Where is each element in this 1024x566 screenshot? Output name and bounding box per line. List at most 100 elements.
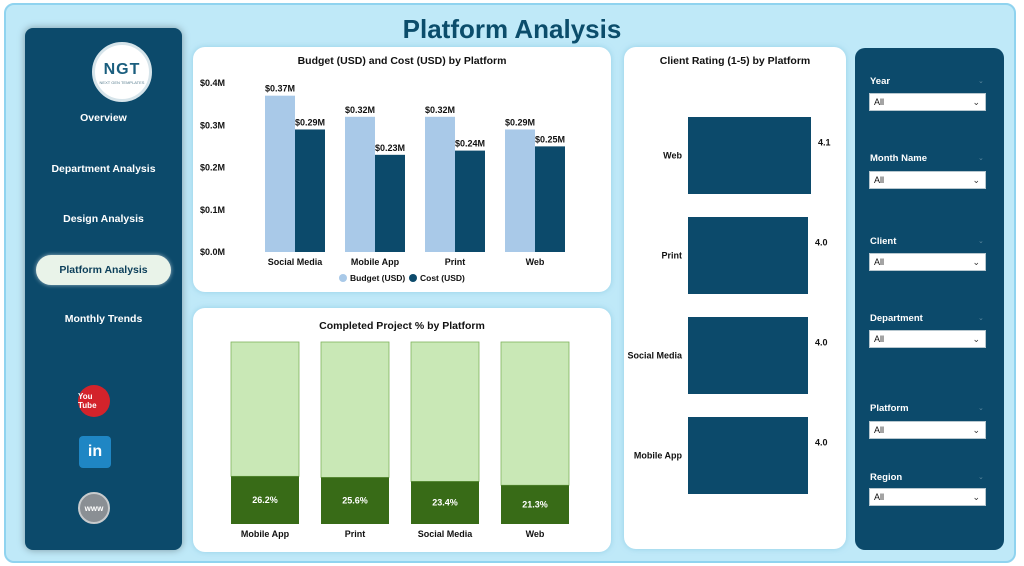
data-label: $0.25M	[535, 134, 565, 144]
budget-cost-chart-card: Budget (USD) and Cost (USD) by Platform …	[193, 47, 611, 292]
filter-month-select[interactable]: All ⌄	[869, 171, 986, 189]
bar-budget	[505, 129, 535, 252]
logo: NGT NEXT GEN TEMPLATES	[92, 42, 152, 102]
filter-department-label: Department	[870, 313, 923, 324]
data-label: 23.4%	[432, 498, 458, 508]
bar-cost	[295, 129, 325, 252]
x-tick-label: Print	[445, 257, 466, 267]
legend-marker-budget	[339, 274, 347, 282]
filter-year-label: Year	[870, 76, 891, 87]
completed-project-chart-card: Completed Project % by Platform 26.2% Mob…	[193, 308, 611, 552]
bar-rating	[688, 217, 808, 294]
bar-completed	[321, 477, 389, 524]
bar-budget	[425, 116, 455, 252]
filter-platform-label: Platform	[870, 403, 909, 414]
y-tick-label: Print	[661, 251, 682, 261]
data-label: $0.32M	[345, 105, 375, 115]
chevron-down-icon: ⌄	[972, 175, 980, 185]
chevron-down-icon[interactable]: ⌄	[978, 155, 984, 162]
data-label: $0.37M	[265, 84, 295, 94]
data-label: 4.0	[815, 438, 828, 448]
bar-rating	[688, 117, 811, 194]
y-tick-label: $0.1M	[200, 205, 225, 215]
chevron-down-icon[interactable]: ⌄	[978, 474, 984, 481]
nav-overview[interactable]: Overview	[80, 112, 127, 124]
x-tick-label: Web	[526, 257, 545, 267]
filter-month-value: All	[874, 175, 885, 185]
data-label: 4.1	[818, 138, 831, 148]
bar-remaining	[500, 341, 570, 486]
chevron-down-icon: ⌄	[972, 97, 980, 107]
filter-department-value: All	[874, 334, 885, 344]
legend-marker-cost	[409, 274, 417, 282]
chevron-down-icon: ⌄	[972, 492, 980, 502]
data-label: 26.2%	[252, 495, 278, 505]
data-label: 25.6%	[342, 496, 368, 506]
x-tick-label: Social Media	[418, 529, 474, 539]
chevron-down-icon[interactable]: ⌄	[978, 405, 984, 412]
bar-remaining	[230, 341, 300, 477]
nav-monthly-trends[interactable]: Monthly Trends	[64, 313, 143, 325]
data-label: 4.0	[815, 338, 828, 348]
x-tick-label: Web	[526, 529, 545, 539]
bar-cost	[375, 154, 405, 252]
y-tick-label: $0.2M	[200, 163, 225, 173]
chevron-down-icon[interactable]: ⌄	[978, 78, 984, 85]
bar-completed	[501, 485, 569, 524]
nav-department-analysis[interactable]: Department Analysis	[51, 163, 156, 175]
budget-cost-chart: $0.0M $0.1M $0.2M $0.3M $0.4M $0.37M $0.29M Soc…	[200, 78, 565, 283]
data-label: 4.0	[815, 238, 828, 248]
website-globe-icon[interactable]: www	[78, 492, 110, 524]
y-tick-label: $0.0M	[200, 247, 225, 257]
client-rating-chart-title: Client Rating (1-5) by Platform	[659, 55, 811, 67]
client-rating-chart: 4.1 Web 4.0 Print 4.0 Social Media 4.0 Mobile A…	[627, 117, 831, 494]
bar-completed	[411, 481, 479, 524]
bar-budget	[345, 116, 375, 252]
linkedin-icon[interactable]: in	[79, 436, 111, 468]
chevron-down-icon[interactable]: ⌄	[978, 315, 984, 322]
bar-remaining	[320, 341, 390, 478]
bar-remaining	[410, 341, 480, 482]
y-tick-label: Mobile App	[634, 451, 683, 461]
legend-label-budget: Budget (USD)	[350, 273, 405, 283]
bar-cost	[455, 150, 485, 252]
filter-platform-value: All	[874, 425, 885, 435]
chevron-down-icon[interactable]: ⌄	[978, 238, 984, 245]
filter-platform-select[interactable]: All ⌄	[869, 421, 986, 439]
completed-project-chart-title: Completed Project % by Platform	[319, 320, 485, 332]
chevron-down-icon: ⌄	[972, 257, 980, 267]
nav-platform-analysis[interactable]: Platform Analysis	[36, 255, 171, 285]
filter-department-select[interactable]: All ⌄	[869, 330, 986, 348]
data-label: $0.32M	[425, 105, 455, 115]
page-title: Platform Analysis	[402, 14, 622, 44]
youtube-icon[interactable]: You Tube	[78, 385, 110, 417]
x-tick-label: Mobile App	[241, 529, 290, 539]
filter-region-select[interactable]: All ⌄	[869, 488, 986, 506]
chevron-down-icon: ⌄	[972, 334, 980, 344]
bar-cost	[535, 146, 565, 252]
filter-region-value: All	[874, 492, 885, 502]
bar-completed	[231, 476, 299, 524]
completed-project-chart: 26.2% Mobile App 25.6% Print 23.4% Social Med…	[230, 341, 570, 539]
y-tick-label: Social Media	[627, 351, 683, 361]
chevron-down-icon: ⌄	[972, 425, 980, 435]
nav-design-analysis[interactable]: Design Analysis	[63, 213, 144, 225]
data-label: $0.29M	[505, 117, 535, 127]
data-label: 21.3%	[522, 500, 548, 510]
budget-cost-chart-title: Budget (USD) and Cost (USD) by Platform	[297, 55, 507, 67]
bar-rating	[688, 417, 808, 494]
bar-budget	[265, 95, 295, 252]
legend-label-cost: Cost (USD)	[420, 273, 465, 283]
filter-month-label: Month Name	[870, 153, 927, 164]
data-label: $0.23M	[375, 143, 405, 153]
filter-year-select[interactable]: All ⌄	[869, 93, 986, 111]
filter-client-value: All	[874, 257, 885, 267]
filter-client-select[interactable]: All ⌄	[869, 253, 986, 271]
bar-rating	[688, 317, 808, 394]
filter-client-label: Client	[870, 236, 897, 247]
y-tick-label: $0.4M	[200, 78, 225, 88]
x-tick-label: Print	[345, 529, 366, 539]
logo-text: NGT	[103, 61, 141, 78]
x-tick-label: Mobile App	[351, 257, 400, 267]
data-label: $0.29M	[295, 117, 325, 127]
